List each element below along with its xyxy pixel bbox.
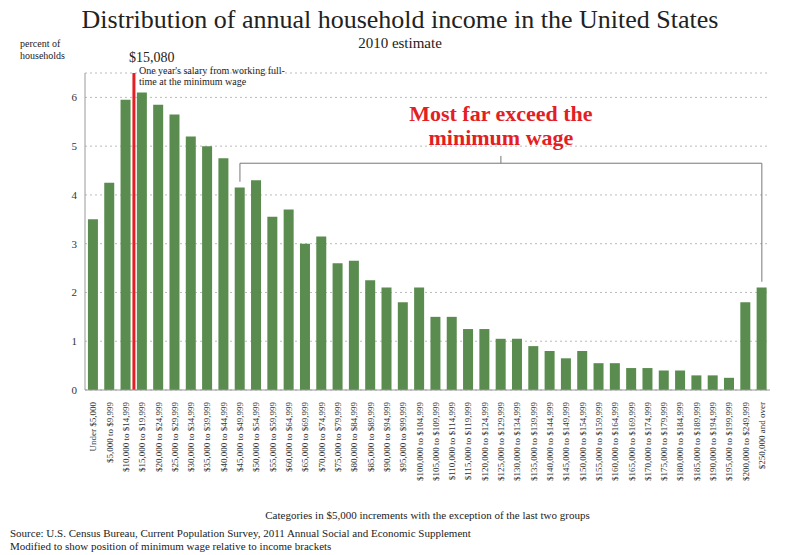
html-text:Source: U.S. Census Bureau, Cu: Source: U.S. Census Bureau, Current Popu… bbox=[10, 527, 471, 539]
svg-text:$100,000 to $104,999: $100,000 to $104,999 bbox=[414, 402, 424, 482]
html-text:2010 estimate: 2010 estimate bbox=[358, 35, 442, 51]
svg-text:2: 2 bbox=[72, 286, 78, 298]
svg-text:$70,000 to $74,999: $70,000 to $74,999 bbox=[317, 402, 327, 473]
svg-text:$175,000 to $179,999: $175,000 to $179,999 bbox=[659, 402, 669, 482]
svg-text:$5,000 to $9,999: $5,000 to $9,999 bbox=[105, 402, 115, 464]
svg-text:$55,000 to $59,999: $55,000 to $59,999 bbox=[268, 402, 278, 473]
svg-text:$250,000 and over: $250,000 and over bbox=[757, 402, 767, 469]
svg-text:$10,000 to $14,999: $10,000 to $14,999 bbox=[121, 402, 131, 473]
svg-text:$25,000 to $29,999: $25,000 to $29,999 bbox=[170, 402, 180, 473]
svg-text:$195,000 to $199,999: $195,000 to $199,999 bbox=[724, 402, 734, 482]
svg-text:$110,000 to $114,999: $110,000 to $114,999 bbox=[447, 402, 457, 481]
html-text:Modified to show position of m: Modified to show position of minimum wag… bbox=[10, 540, 332, 552]
svg-text:$105,000 to $109,999: $105,000 to $109,999 bbox=[431, 402, 441, 482]
svg-text:$75,000 to $79,999: $75,000 to $79,999 bbox=[333, 402, 343, 473]
svg-text:3: 3 bbox=[72, 238, 78, 250]
svg-text:$160,000 to $164,999: $160,000 to $164,999 bbox=[610, 402, 620, 482]
svg-text:$65,000 to $69,999: $65,000 to $69,999 bbox=[300, 402, 310, 473]
svg-text:6: 6 bbox=[72, 91, 78, 103]
svg-text:$125,000 to $129,999: $125,000 to $129,999 bbox=[496, 402, 506, 482]
svg-text:$200,000 to $249,999: $200,000 to $249,999 bbox=[741, 402, 751, 482]
svg-text:$95,000 to $99,999: $95,000 to $99,999 bbox=[398, 402, 408, 473]
svg-text:$40,000 to $44,999: $40,000 to $44,999 bbox=[219, 402, 229, 473]
svg-text:$155,000 to $159,999: $155,000 to $159,999 bbox=[594, 402, 604, 482]
svg-text:$190,000 to $194,999: $190,000 to $194,999 bbox=[708, 402, 718, 482]
svg-text:$50,000 to $54,999: $50,000 to $54,999 bbox=[251, 402, 261, 473]
svg-text:$80,000 to $84,999: $80,000 to $84,999 bbox=[349, 402, 359, 473]
html-text:$15,080: $15,080 bbox=[128, 50, 175, 65]
svg-text:$20,000 to $24,999: $20,000 to $24,999 bbox=[154, 402, 164, 473]
svg-text:$90,000 to $94,999: $90,000 to $94,999 bbox=[382, 402, 392, 473]
html-text:Categories in $5,000 increment: Categories in $5,000 increments with the… bbox=[265, 509, 590, 521]
svg-text:$115,000 to $119,999: $115,000 to $119,999 bbox=[463, 402, 473, 481]
svg-text:$85,000 to $89,999: $85,000 to $89,999 bbox=[366, 402, 376, 473]
svg-text:$150,000 to $154,999: $150,000 to $154,999 bbox=[578, 402, 588, 482]
svg-text:4: 4 bbox=[72, 189, 78, 201]
svg-text:Under $5,000: Under $5,000 bbox=[88, 402, 98, 452]
svg-text:$145,000 to $149,999: $145,000 to $149,999 bbox=[561, 402, 571, 482]
html-text:One year's salary from working: One year's salary from working full-time… bbox=[138, 65, 285, 87]
html-text:Distribution of annual househo: Distribution of annual household income … bbox=[81, 5, 719, 34]
svg-text:5: 5 bbox=[72, 140, 78, 152]
svg-text:$45,000 to $49,999: $45,000 to $49,999 bbox=[235, 402, 245, 473]
svg-text:$185,000 to $189,999: $185,000 to $189,999 bbox=[692, 402, 702, 482]
svg-text:1: 1 bbox=[72, 335, 78, 347]
svg-text:0: 0 bbox=[72, 384, 78, 396]
svg-text:$60,000 to $64,999: $60,000 to $64,999 bbox=[284, 402, 294, 473]
svg-text:$120,000 to $124,999: $120,000 to $124,999 bbox=[480, 402, 490, 482]
svg-text:$170,000 to $174,999: $170,000 to $174,999 bbox=[643, 402, 653, 482]
svg-text:$30,000 to $34,999: $30,000 to $34,999 bbox=[186, 402, 196, 473]
svg-text:$15,000 to $19,999: $15,000 to $19,999 bbox=[137, 402, 147, 473]
svg-text:$140,000 to $144,999: $140,000 to $144,999 bbox=[545, 402, 555, 482]
svg-text:$165,000 to $169,999: $165,000 to $169,999 bbox=[627, 402, 637, 482]
svg-text:$35,000 to $39,999: $35,000 to $39,999 bbox=[202, 402, 212, 473]
html-text:percent of households: percent of households bbox=[20, 38, 65, 61]
html-text:Most far exceed the minimum wa: Most far exceed the minimum wage bbox=[409, 101, 593, 150]
svg-text:$130,000 to $134,999: $130,000 to $134,999 bbox=[512, 402, 522, 482]
svg-text:$180,000 to $184,999: $180,000 to $184,999 bbox=[675, 402, 685, 482]
svg-text:$135,000 to $139,999: $135,000 to $139,999 bbox=[529, 402, 539, 482]
